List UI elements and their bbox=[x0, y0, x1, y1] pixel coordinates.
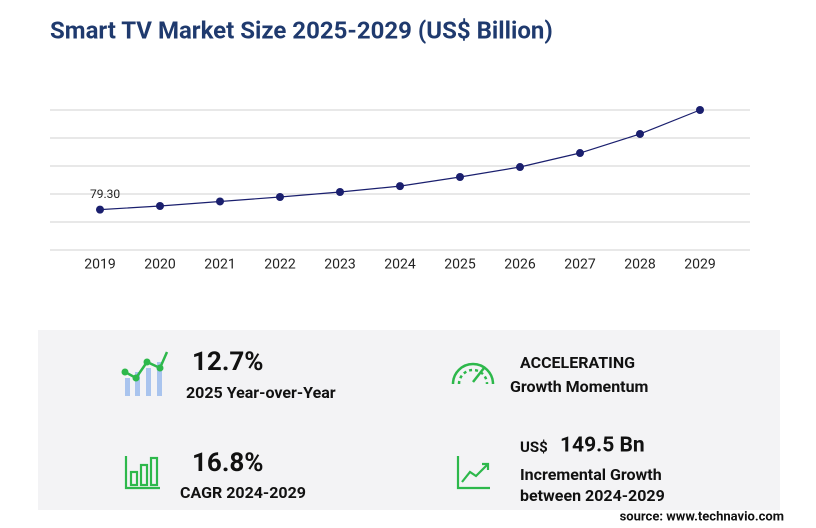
point bbox=[456, 172, 464, 181]
line bbox=[99, 109, 701, 211]
point bbox=[636, 129, 644, 138]
x-tick-label: 2020 bbox=[144, 257, 176, 273]
stat-value: 16.8% bbox=[192, 448, 264, 478]
stat-label: Growth Momentum bbox=[510, 377, 648, 396]
point bbox=[96, 205, 104, 214]
stat-label: 2025 Year-over-Year bbox=[186, 383, 336, 402]
stat-label: Incremental Growth bbox=[520, 465, 662, 484]
cagr-icon bbox=[124, 456, 160, 490]
x-tick-label: 2023 bbox=[324, 257, 355, 273]
incremental-icon bbox=[456, 456, 490, 490]
point bbox=[276, 193, 284, 202]
stat-value: 149.5 Bn bbox=[560, 434, 645, 458]
x-tick-label: 2025 bbox=[444, 257, 476, 273]
stat-value: ACCELERATING bbox=[520, 353, 635, 372]
stat-label: between 2024-2029 bbox=[520, 486, 665, 505]
x-tick-label: 2026 bbox=[504, 257, 536, 273]
stat-unit: US$ bbox=[520, 438, 548, 456]
point bbox=[156, 202, 164, 211]
point bbox=[396, 182, 404, 191]
stat-value: 12.7% bbox=[192, 347, 264, 377]
data-label: 79.30 bbox=[90, 187, 120, 201]
point bbox=[216, 197, 224, 206]
x-tick-label: 2029 bbox=[684, 257, 715, 273]
stat-label: CAGR 2024-2029 bbox=[180, 483, 306, 502]
point bbox=[576, 149, 584, 158]
x-tick-label: 2027 bbox=[564, 257, 596, 273]
x-tick-label: 2019 bbox=[84, 257, 115, 273]
x-tick-label: 2022 bbox=[264, 257, 296, 273]
point bbox=[336, 188, 344, 197]
yoy-icon bbox=[121, 351, 169, 396]
x-tick-label: 2028 bbox=[624, 257, 656, 273]
point bbox=[516, 163, 524, 172]
momentum-icon bbox=[451, 362, 495, 385]
source: source: www.technavio.com bbox=[620, 509, 784, 524]
x-tick-label: 2021 bbox=[204, 257, 235, 273]
point bbox=[696, 106, 704, 114]
chart-title: Smart TV Market Size 2025-2029 (US$ Bill… bbox=[50, 16, 553, 44]
x-tick-label: 2024 bbox=[384, 257, 416, 273]
stats-panel bbox=[38, 330, 780, 510]
plot-area: 2019 2020 2021 2022 2023 2024 2025 2026 2027 2028… bbox=[50, 106, 750, 273]
